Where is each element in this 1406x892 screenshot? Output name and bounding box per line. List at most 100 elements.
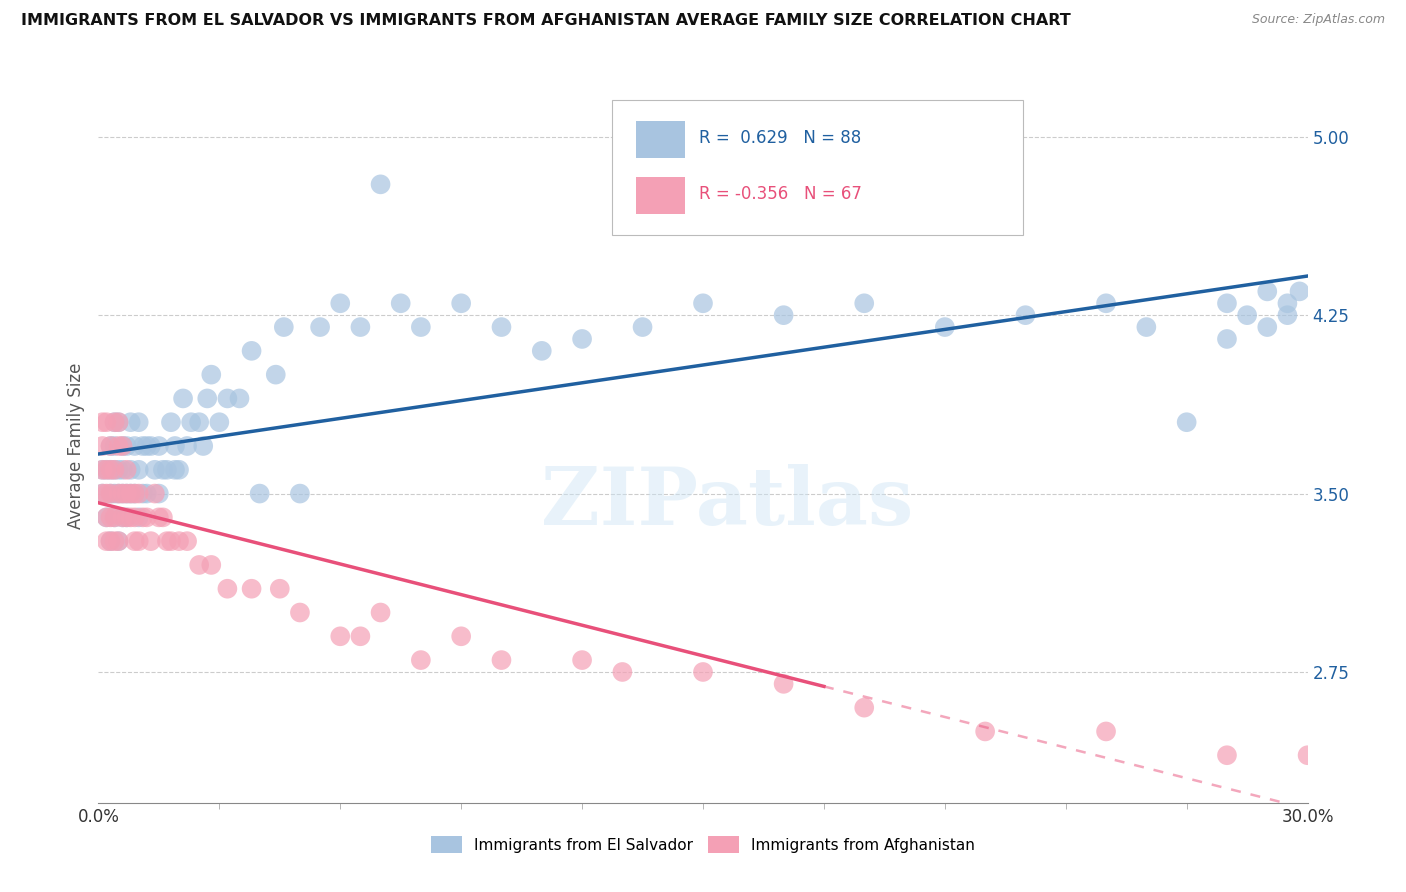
Point [1277, 308, 1299, 322]
Point [91, 463, 114, 477]
Point [143, 486, 166, 500]
Point [571, 653, 593, 667]
Point [107, 415, 129, 429]
Text: R =  0.629   N = 88: R = 0.629 N = 88 [699, 128, 862, 146]
Point [103, 486, 125, 500]
Point [152, 510, 174, 524]
Point [264, 368, 287, 382]
Point [139, 439, 162, 453]
Point [188, 415, 211, 429]
Point [148, 510, 170, 524]
Point [772, 308, 794, 322]
Point [124, 510, 146, 524]
Point [240, 582, 263, 596]
Point [1236, 308, 1258, 322]
Point [96, 510, 118, 524]
Point [128, 486, 150, 500]
Point [1216, 296, 1239, 310]
Point [120, 415, 142, 429]
Point [96, 463, 118, 477]
Point [115, 486, 138, 500]
FancyBboxPatch shape [637, 121, 685, 159]
Point [1135, 320, 1157, 334]
Point [100, 463, 122, 477]
Point [409, 320, 432, 334]
Point [934, 320, 956, 334]
Point [111, 439, 134, 453]
Point [115, 439, 138, 453]
Point [135, 510, 157, 524]
Point [200, 368, 222, 382]
Point [111, 486, 134, 500]
Point [1014, 308, 1036, 322]
Point [208, 415, 231, 429]
Point [111, 510, 134, 524]
Point [180, 415, 202, 429]
Point [103, 463, 125, 477]
Point [249, 486, 271, 500]
Point [103, 415, 125, 429]
Point [115, 463, 138, 477]
Point [111, 439, 134, 453]
Point [269, 582, 291, 596]
Point [128, 534, 150, 549]
Point [132, 486, 155, 500]
Point [172, 392, 194, 406]
Point [491, 320, 513, 334]
Point [160, 415, 183, 429]
Text: IMMIGRANTS FROM EL SALVADOR VS IMMIGRANTS FROM AFGHANISTAN AVERAGE FAMILY SIZE C: IMMIGRANTS FROM EL SALVADOR VS IMMIGRANT… [21, 13, 1071, 29]
Point [135, 486, 157, 500]
Point [370, 178, 392, 192]
Point [96, 463, 118, 477]
Point [107, 439, 129, 453]
Point [96, 534, 118, 549]
Point [107, 486, 129, 500]
Point [152, 463, 174, 477]
Point [240, 343, 263, 358]
Point [188, 558, 211, 572]
Point [91, 415, 114, 429]
Point [309, 320, 332, 334]
Point [329, 296, 352, 310]
Point [100, 486, 122, 500]
Point [107, 534, 129, 549]
Point [349, 320, 371, 334]
Point [288, 606, 311, 620]
Point [612, 665, 634, 679]
Point [349, 629, 371, 643]
Point [96, 510, 118, 524]
Point [288, 486, 311, 500]
Point [389, 296, 412, 310]
Point [176, 439, 198, 453]
Point [631, 320, 654, 334]
Point [571, 332, 593, 346]
Point [96, 486, 118, 500]
Legend: Immigrants from El Salvador, Immigrants from Afghanistan: Immigrants from El Salvador, Immigrants … [425, 830, 981, 859]
Point [1288, 285, 1310, 299]
Point [111, 463, 134, 477]
Point [91, 439, 114, 453]
Point [115, 486, 138, 500]
Point [96, 415, 118, 429]
Point [692, 665, 714, 679]
Point [273, 320, 295, 334]
Point [124, 439, 146, 453]
Point [974, 724, 997, 739]
FancyBboxPatch shape [637, 177, 685, 214]
Point [228, 392, 250, 406]
Point [128, 510, 150, 524]
Point [100, 486, 122, 500]
Point [103, 510, 125, 524]
Point [100, 463, 122, 477]
Point [103, 415, 125, 429]
Point [160, 534, 183, 549]
Point [103, 463, 125, 477]
Point [217, 582, 239, 596]
Point [124, 534, 146, 549]
Point [409, 653, 432, 667]
Point [1175, 415, 1198, 429]
Point [450, 629, 472, 643]
Point [163, 439, 186, 453]
Point [1216, 332, 1239, 346]
Point [120, 463, 142, 477]
